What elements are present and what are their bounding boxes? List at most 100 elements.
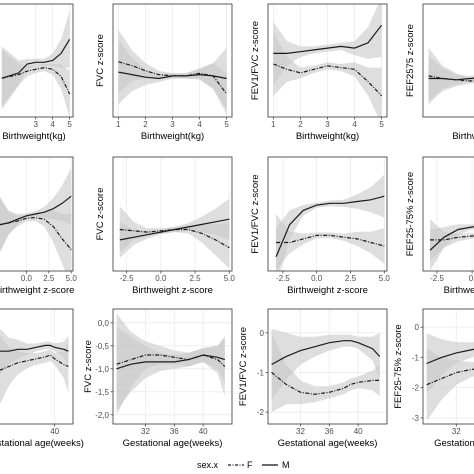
series-line-f <box>276 234 385 247</box>
x-tick-label: 4 <box>197 120 202 129</box>
x-tick-label: 1 <box>116 120 121 129</box>
x-tick-label: -2.5 <box>120 274 134 283</box>
ci-ribbon-f <box>0 336 69 404</box>
legend: sex.x F M <box>197 460 290 470</box>
y-axis-title: FEF25-75% z-score <box>393 324 404 408</box>
y-tick-label: 0 <box>260 329 265 338</box>
x-tick-label: 32 <box>452 427 461 436</box>
series-line-m <box>119 218 230 241</box>
panel-border <box>0 156 74 272</box>
panel-p13: -2.5 0. Birthweight z-score FEF25-75% z-sco… <box>405 156 474 296</box>
x-tick-label: 36 <box>170 427 179 436</box>
x-tick-label: -2.5 <box>430 274 444 283</box>
panel-p02: 1 2 3 4 5 Birthweight(kg) FEV1/FVC z-score <box>250 3 388 142</box>
ci-ribbon-f <box>276 214 385 271</box>
panel-border <box>112 156 233 272</box>
panel-border <box>267 308 388 425</box>
x-tick-label: 3 <box>33 120 38 129</box>
panel-border <box>112 308 233 425</box>
ci-ribbon-f <box>426 348 474 421</box>
series-line-f <box>271 371 380 395</box>
x-axis-title: Gestational age(weeks) <box>278 438 378 449</box>
y-tick-label: -0,5 <box>95 342 109 351</box>
y-tick-label: -1,0 <box>95 365 109 374</box>
x-axis-title: Gestational age(weeks) <box>123 438 223 449</box>
x-tick-label: 0. <box>469 274 474 283</box>
series-line-m <box>0 195 72 226</box>
x-tick-label: 32 <box>141 427 150 436</box>
x-tick-label: 4 <box>50 120 55 129</box>
x-axis-title: Birthweight z-score <box>0 285 74 296</box>
ci-ribbon-f <box>428 47 474 105</box>
y-tick-label: -2,0 <box>95 411 109 420</box>
ci-ribbon-f <box>119 206 230 269</box>
panel-border <box>267 156 388 272</box>
x-axis-title: Birthweight z-score <box>132 285 213 296</box>
legend-label-f: F <box>247 460 253 470</box>
y-axis-title: FEF2575 z-score <box>405 24 416 97</box>
ci-ribbon-f <box>430 219 474 261</box>
x-tick-label: 0.0 <box>21 274 33 283</box>
x-tick-label: 2.5 <box>43 274 55 283</box>
series-line-f <box>0 216 72 250</box>
ci-ribbon-f <box>1 49 70 117</box>
series-line-f <box>118 61 228 95</box>
ci-ribbon-f <box>118 29 227 115</box>
series-line-f <box>0 354 69 371</box>
legend-label-m: M <box>282 460 290 470</box>
x-axis-title: Birthweight z-score <box>287 285 368 296</box>
y-tick-label: -1,5 <box>95 388 109 397</box>
x-axis-title: Gestational age(weeks) <box>0 438 84 449</box>
x-tick-label: 36 <box>325 427 334 436</box>
x-tick-label: 5 <box>67 120 72 129</box>
panel-p20: 40 Gestational age(weeks) <box>0 308 84 449</box>
panel-p22: 32 36 40 0 -1 -2 Gestational age(weeks) FEV1/FV… <box>238 308 388 449</box>
ci-ribbon-m <box>273 4 382 86</box>
y-axis-title: FVC z-score <box>95 34 106 87</box>
x-tick-label: -2.5 <box>276 274 290 283</box>
panel-p23: 3230-1-2-3Gestational age(weeks)FEF25-75… <box>393 308 474 449</box>
x-tick-label: 4 <box>352 120 357 129</box>
x-tick-label: 3 <box>170 120 175 129</box>
ci-ribbon-f <box>0 197 72 271</box>
ci-ribbon-m <box>0 328 69 374</box>
y-axis-title: FEF25-75% z-score <box>405 172 416 256</box>
x-axis-title: Birthweight(kg) <box>2 131 65 142</box>
panel-border <box>0 3 74 118</box>
x-tick-label: 40 <box>199 427 208 436</box>
panel-border <box>0 308 74 425</box>
x-axis-title: Birthweight(kg) <box>141 131 204 142</box>
panel-p12: -2.5 0.0 2.5 5.0 Birthweight z-score FEV1/FVC… <box>250 156 391 296</box>
panel-p21: 32 36 40 0,0 -0,5 -1,0 -1,5 -2,0 Gestational age… <box>83 308 233 449</box>
panel-border <box>422 308 474 425</box>
x-tick-label: 3 <box>325 120 330 129</box>
ci-ribbon-m <box>0 167 72 253</box>
x-axis-title: Birthweight(kg) <box>452 131 474 142</box>
series-line-m <box>429 226 474 251</box>
series-line-f <box>430 235 474 241</box>
y-tick-label: -3 <box>412 414 420 423</box>
x-tick-label: 5.0 <box>379 274 391 283</box>
x-tick-label: 2 <box>298 120 303 129</box>
y-tick-label: -2 <box>257 408 265 417</box>
x-tick-label: 5.0 <box>224 274 236 283</box>
y-tick-label: -1 <box>412 353 420 362</box>
y-axis-title: FEV1/FVC z-score <box>238 327 249 406</box>
x-tick-label: 5 <box>379 120 384 129</box>
y-axis-title: FVC z-score <box>83 340 94 393</box>
x-tick-label: 0.0 <box>311 274 323 283</box>
y-axis-title: FVC z-score <box>95 188 106 241</box>
x-tick-label: 2 <box>143 120 148 129</box>
series-line-f <box>273 63 383 97</box>
x-tick-label: 1 <box>271 120 276 129</box>
panel-p03: Birthweight(kg) FEF2575 z-score <box>405 3 474 142</box>
y-axis-title: FEV1/FVC z-score <box>250 21 261 100</box>
x-tick-label: 40 <box>354 427 363 436</box>
ci-ribbon-m <box>276 174 385 271</box>
panel-p01: 1 2 3 4 5 Birthweight(kg) FVC z-score <box>95 3 233 142</box>
series-line-f <box>1 66 71 95</box>
ci-ribbon-m <box>271 328 380 401</box>
series-line-f <box>116 354 226 367</box>
